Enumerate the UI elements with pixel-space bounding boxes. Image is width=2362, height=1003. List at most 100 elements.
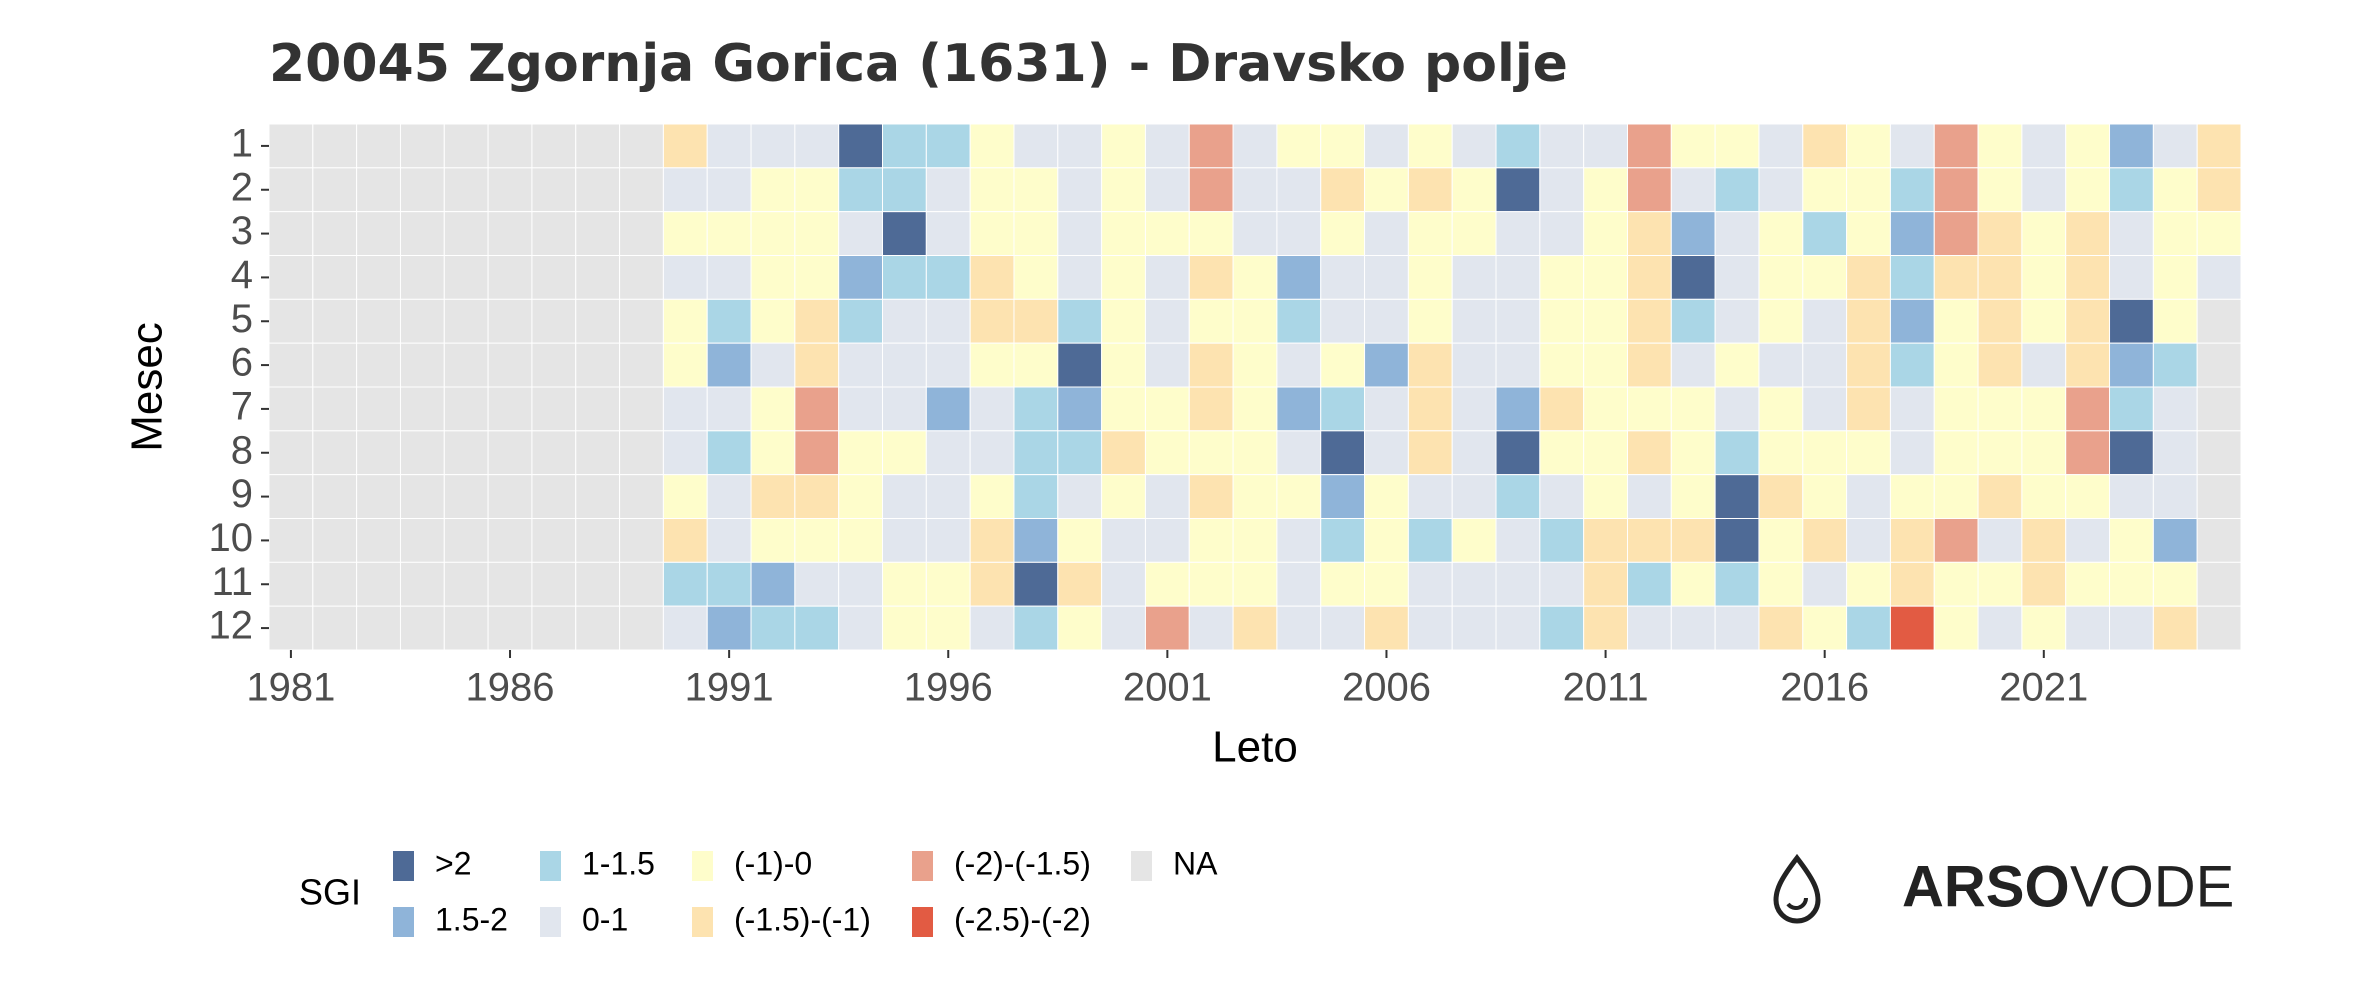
heatmap-cell (1626, 605, 1672, 651)
heatmap-cell (619, 605, 664, 651)
heatmap-cell (1232, 255, 1278, 300)
heatmap-cell (1364, 518, 1409, 563)
heatmap-cell (2065, 605, 2111, 651)
heatmap-cell (794, 605, 840, 651)
heatmap-cell (1933, 474, 1979, 519)
heatmap-cell (2109, 342, 2154, 388)
heatmap-cell (1802, 605, 1848, 651)
heatmap-cell (531, 167, 577, 213)
heatmap-cell (1670, 474, 1716, 519)
heatmap-cell (312, 167, 358, 213)
heatmap-cell (1846, 430, 1891, 476)
heatmap-cell (1933, 211, 1979, 257)
heatmap-cell (2021, 518, 2067, 563)
heatmap-cell (356, 474, 401, 519)
legend-swatch (540, 851, 561, 881)
heatmap-cell (706, 255, 752, 300)
heatmap-cell (1364, 561, 1409, 607)
heatmap-cell (1232, 430, 1278, 476)
heatmap-cell (2196, 518, 2242, 563)
heatmap-cell (1626, 123, 1672, 169)
heatmap-cell (1276, 474, 1322, 519)
heatmap-cell (619, 211, 664, 257)
heatmap-cell (706, 211, 752, 257)
heatmap-cell (1977, 474, 2023, 519)
heatmap-cell (268, 167, 314, 213)
heatmap-cell (969, 430, 1015, 476)
heatmap-cell (1364, 386, 1409, 432)
heatmap-cell (706, 430, 752, 476)
heatmap-cell (356, 211, 401, 257)
heatmap-cell (750, 474, 796, 519)
heatmap-cell (268, 474, 314, 519)
heatmap-cell (1495, 123, 1541, 169)
heatmap-cell (1802, 167, 1848, 213)
heatmap-cell (1495, 561, 1541, 607)
heatmap-cell (1889, 298, 1935, 344)
heatmap-cell (1407, 123, 1453, 169)
heatmap-cell (2109, 255, 2154, 300)
heatmap-cell (399, 518, 445, 563)
heatmap-cell (1013, 342, 1059, 388)
heatmap-cell (882, 561, 927, 607)
heatmap-cell (1802, 342, 1848, 388)
heatmap-cell (1977, 386, 2023, 432)
heatmap-cell (1101, 123, 1146, 169)
heatmap-cell (1320, 386, 1366, 432)
heatmap-cell (1144, 430, 1190, 476)
heatmap-cell (1320, 430, 1366, 476)
legend-label: 1-1.5 (582, 845, 655, 881)
heatmap-cell (1846, 386, 1891, 432)
heatmap-cell (1846, 167, 1891, 213)
y-tick-label: 1 (231, 121, 253, 165)
heatmap-cell (1320, 518, 1366, 563)
heatmap-cell (356, 255, 401, 300)
heatmap-cell (2196, 561, 2242, 607)
heatmap-cell (1407, 430, 1453, 476)
heatmap-cell (2152, 561, 2198, 607)
heatmap-cell (619, 255, 664, 300)
heatmap-cell (531, 342, 577, 388)
heatmap-cell (2196, 386, 2242, 432)
heatmap-cell (1933, 255, 1979, 300)
heatmap-cell (1802, 474, 1848, 519)
heatmap-cell (1144, 298, 1190, 344)
heatmap-cell (2109, 605, 2154, 651)
legend-label: 0-1 (582, 901, 628, 937)
heatmap-cell (1188, 430, 1234, 476)
heatmap-cell (1407, 518, 1453, 563)
heatmap-cell (619, 167, 664, 213)
heatmap-cell (1232, 167, 1278, 213)
heatmap-cell (1802, 123, 1848, 169)
heatmap-cell (443, 386, 489, 432)
heatmap-cell (1101, 298, 1146, 344)
heatmap-cell (1364, 605, 1409, 651)
heatmap-cell (1758, 605, 1804, 651)
heatmap-cell (1451, 211, 1497, 257)
heatmap-cell (925, 430, 971, 476)
heatmap-cell (1495, 605, 1541, 651)
heatmap-cell (575, 561, 621, 607)
heatmap-cell (838, 518, 884, 563)
heatmap-cell (487, 386, 533, 432)
heatmap-cell (2109, 211, 2154, 257)
heatmap-cell (1188, 386, 1234, 432)
heatmap-cell (1188, 211, 1234, 257)
heatmap-cell (1539, 298, 1585, 344)
heatmap-cell (575, 167, 621, 213)
heatmap-cell (2152, 605, 2198, 651)
heatmap-cell (662, 123, 708, 169)
x-tick-label: 1996 (904, 666, 993, 710)
heatmap-cell (268, 518, 314, 563)
heatmap-cell (1933, 605, 1979, 651)
heatmap-cell (1626, 430, 1672, 476)
heatmap-cell (1407, 255, 1453, 300)
heatmap-cell (1714, 342, 1760, 388)
heatmap-cell (750, 167, 796, 213)
heatmap-cell (882, 518, 927, 563)
heatmap-cell (969, 298, 1015, 344)
heatmap-cell (1407, 211, 1453, 257)
heatmap-cell (1802, 298, 1848, 344)
heatmap-cell (1626, 211, 1672, 257)
heatmap-cell (487, 430, 533, 476)
